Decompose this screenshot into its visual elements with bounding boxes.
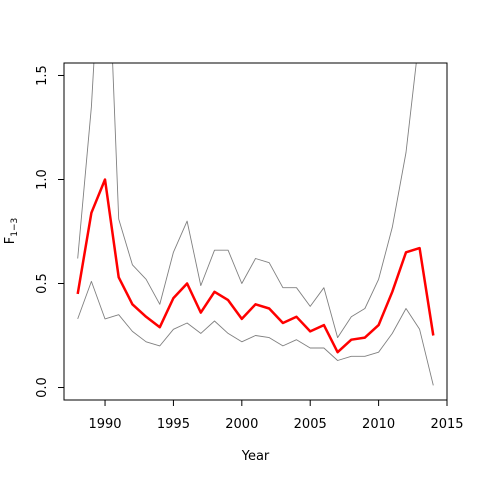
series-layer [76, 63, 435, 386]
series-line-estimate [76, 178, 435, 354]
x-tick-label: 2005 [294, 417, 327, 432]
y-tick-label: 0.0 [35, 377, 50, 398]
x-tick-label: 2015 [430, 417, 463, 432]
plot-frame [63, 62, 448, 401]
x-axis-label: Year [241, 449, 270, 464]
y-tick-label: 1.0 [35, 169, 50, 190]
x-tick-label: 1995 [157, 417, 190, 432]
x-tick-label: 2010 [362, 417, 395, 432]
x-axis: 1990 1995 2000 2005 2010 2015 [88, 400, 464, 432]
series-line-lower [77, 280, 434, 386]
y-axis-label-subscript: 1−3 [10, 218, 20, 237]
y-axis: 0.0 0.5 1.0 1.5 [35, 65, 64, 398]
x-tick-label: 2000 [225, 417, 258, 432]
y-axis-label-main: F [3, 237, 18, 244]
y-tick-label: 0.5 [35, 273, 50, 294]
series-line-upper [77, 63, 417, 339]
y-tick-label: 1.5 [35, 65, 50, 86]
x-tick-label: 1990 [88, 417, 121, 432]
y-axis-label: F1−3 [3, 218, 20, 244]
